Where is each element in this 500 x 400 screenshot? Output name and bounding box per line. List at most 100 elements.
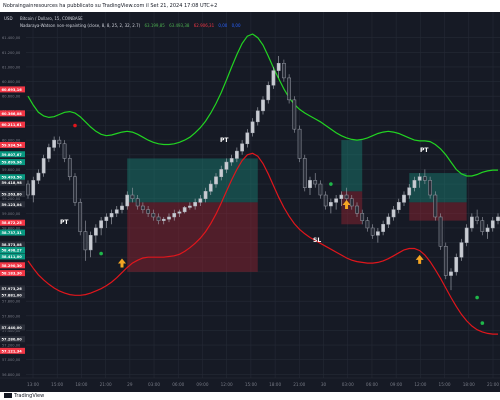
candle-body[interactable]: [114, 209, 119, 214]
candle-body[interactable]: [208, 183, 213, 192]
candle-body[interactable]: [88, 235, 93, 251]
candle-body[interactable]: [36, 172, 41, 181]
candle-body[interactable]: [490, 220, 495, 229]
candle-body[interactable]: [161, 218, 166, 221]
candle-body[interactable]: [104, 216, 109, 221]
candle-body[interactable]: [177, 211, 182, 214]
candle-body[interactable]: [396, 202, 401, 210]
indicator-value-1: 63.199,85: [144, 23, 165, 28]
candle-body[interactable]: [182, 207, 187, 213]
candle-body[interactable]: [302, 158, 307, 188]
candle-body[interactable]: [443, 246, 448, 276]
candle-body[interactable]: [235, 150, 239, 159]
candle-body[interactable]: [438, 216, 443, 247]
candle-body[interactable]: [94, 227, 98, 236]
candle-body[interactable]: [276, 63, 281, 71]
candle-body[interactable]: [224, 161, 229, 170]
candle-body[interactable]: [250, 121, 255, 134]
candle-body[interactable]: [120, 205, 124, 210]
candle-body[interactable]: [130, 194, 135, 199]
candle-body[interactable]: [172, 213, 177, 218]
price-axis[interactable]: 61.400,00 61.200,00 61.000,00 60.800,00 60.6…: [0, 32, 26, 378]
candle-body[interactable]: [433, 194, 438, 218]
candle-body[interactable]: [214, 176, 218, 185]
candle-body[interactable]: [480, 220, 485, 232]
candle-body[interactable]: [271, 70, 276, 86]
candle-body[interactable]: [297, 128, 302, 159]
candle-body[interactable]: [83, 231, 88, 251]
candle-body[interactable]: [62, 143, 67, 159]
candle-body[interactable]: [308, 180, 312, 188]
candle-body[interactable]: [292, 99, 297, 130]
candle-body[interactable]: [198, 198, 203, 203]
candle-body[interactable]: [52, 139, 56, 148]
candle-body[interactable]: [329, 202, 333, 207]
candle-body[interactable]: [203, 191, 208, 199]
candle-body[interactable]: [287, 77, 291, 101]
candle-body[interactable]: [355, 205, 359, 214]
candle-body[interactable]: [381, 224, 385, 232]
candlesticks[interactable]: [26, 55, 500, 291]
candle-body[interactable]: [229, 158, 234, 163]
candle-body[interactable]: [339, 194, 344, 199]
candle-body[interactable]: [135, 198, 140, 207]
candle-body[interactable]: [245, 132, 250, 145]
candle-body[interactable]: [459, 242, 464, 258]
price-tag-label: 59.123,04: [2, 203, 23, 207]
candle-body[interactable]: [26, 183, 30, 196]
candle-body[interactable]: [334, 198, 338, 203]
candle-body[interactable]: [193, 202, 197, 207]
candle-body[interactable]: [454, 256, 459, 273]
candle-body[interactable]: [219, 169, 224, 177]
candle-body[interactable]: [109, 213, 114, 218]
candle-body[interactable]: [365, 220, 370, 229]
candle-body[interactable]: [496, 216, 500, 221]
candle-body[interactable]: [370, 227, 375, 236]
price-tick-label: 61.400,00: [2, 36, 21, 40]
candle-body[interactable]: [156, 216, 161, 221]
candle-body[interactable]: [386, 216, 391, 225]
candle-body[interactable]: [47, 147, 51, 159]
indicator-line[interactable]: Nadaraya-Watson non-repainting (close, 8…: [20, 23, 241, 28]
candle-body[interactable]: [41, 158, 46, 174]
candle-body[interactable]: [188, 205, 192, 208]
candle-body[interactable]: [360, 213, 365, 221]
candle-body[interactable]: [423, 176, 427, 181]
candle-body[interactable]: [67, 158, 72, 177]
candle-body[interactable]: [318, 183, 323, 196]
candle-body[interactable]: [470, 216, 474, 229]
candle-body[interactable]: [125, 194, 130, 207]
candle-body[interactable]: [349, 198, 354, 207]
candle-body[interactable]: [78, 202, 83, 232]
candle-body[interactable]: [376, 231, 380, 236]
candle-body[interactable]: [475, 216, 479, 221]
candle-body[interactable]: [73, 176, 77, 203]
candle-body[interactable]: [417, 176, 422, 181]
candle-body[interactable]: [255, 110, 260, 123]
candle-body[interactable]: [31, 180, 36, 196]
candle-body[interactable]: [57, 139, 62, 145]
candle-body[interactable]: [99, 220, 103, 229]
time-axis[interactable]: 13:00 15:00 18:00 21:00 29 03:00 06:00 09:00 12:…: [0, 377, 500, 392]
candle-body[interactable]: [151, 213, 156, 218]
candle-body[interactable]: [141, 205, 145, 210]
candle-body[interactable]: [412, 180, 417, 188]
candle-body[interactable]: [146, 209, 150, 214]
price-chart[interactable]: PT PT PT SL USD Bitcoin / Dollaro, 15, C…: [0, 12, 500, 392]
candle-body[interactable]: [449, 271, 453, 276]
candle-body[interactable]: [402, 194, 406, 203]
candle-body[interactable]: [282, 63, 286, 79]
candle-body[interactable]: [407, 187, 412, 196]
candle-body[interactable]: [313, 180, 318, 185]
candle-body[interactable]: [485, 227, 490, 232]
candle-body[interactable]: [428, 180, 432, 196]
candle-body[interactable]: [323, 194, 328, 207]
candle-body[interactable]: [464, 227, 469, 243]
candle-body[interactable]: [391, 209, 396, 218]
candle-body[interactable]: [344, 194, 349, 199]
candle-body[interactable]: [240, 143, 244, 152]
candle-body[interactable]: [261, 99, 265, 112]
candle-body[interactable]: [167, 216, 171, 220]
symbol-line[interactable]: Bitcoin / Dollaro, 15, COINBASE: [20, 16, 83, 21]
candle-body[interactable]: [266, 84, 271, 101]
